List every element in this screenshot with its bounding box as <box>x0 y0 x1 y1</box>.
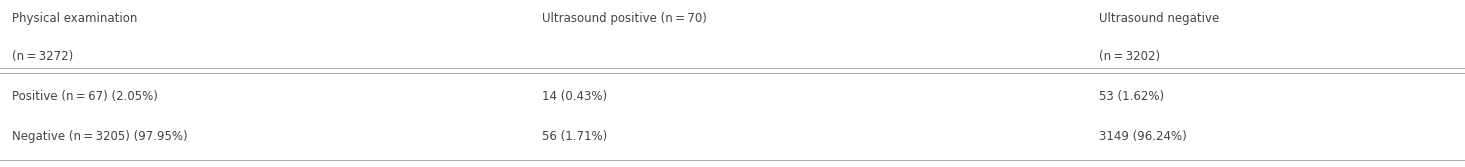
Text: Ultrasound negative: Ultrasound negative <box>1099 12 1219 25</box>
Text: 53 (1.62%): 53 (1.62%) <box>1099 90 1163 103</box>
Text: (n = 3202): (n = 3202) <box>1099 50 1160 63</box>
Text: 3149 (96.24%): 3149 (96.24%) <box>1099 130 1187 143</box>
Text: 14 (0.43%): 14 (0.43%) <box>542 90 607 103</box>
Text: Ultrasound positive (n = 70): Ultrasound positive (n = 70) <box>542 12 708 25</box>
Text: Negative (n = 3205) (97.95%): Negative (n = 3205) (97.95%) <box>12 130 188 143</box>
Text: Physical examination: Physical examination <box>12 12 138 25</box>
Text: Positive (n = 67) (2.05%): Positive (n = 67) (2.05%) <box>12 90 158 103</box>
Text: (n = 3272): (n = 3272) <box>12 50 73 63</box>
Text: 56 (1.71%): 56 (1.71%) <box>542 130 608 143</box>
